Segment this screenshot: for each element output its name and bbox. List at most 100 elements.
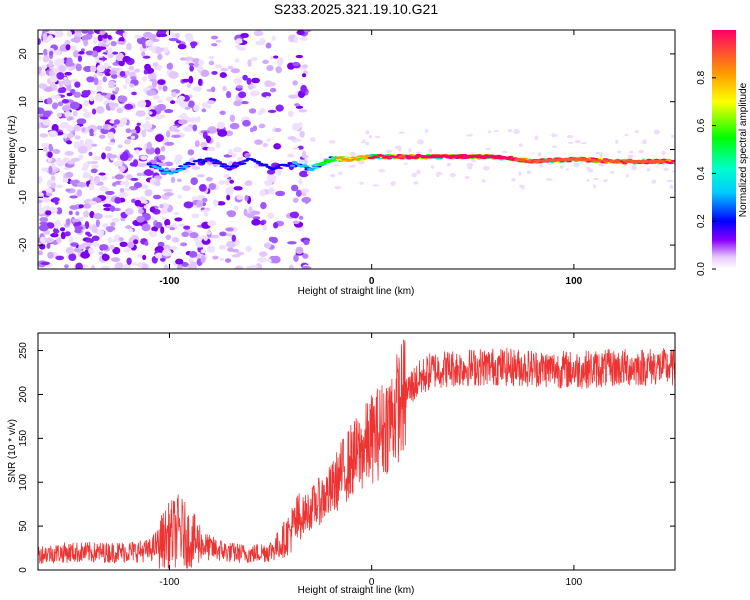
spectrogram-speckle-cell	[587, 168, 594, 173]
spectrogram-ridge-core	[602, 159, 609, 163]
spectrogram-speckle-cell	[231, 234, 237, 242]
snr-x-tick-label: -100	[159, 577, 179, 588]
spectrogram-ridge-cell	[190, 163, 196, 166]
spectrogram-speckle-cell	[89, 96, 95, 102]
spectrogram-speckle-cell	[119, 153, 129, 161]
spectrogram-speckle-cell	[48, 69, 55, 77]
spectrogram-x-tick-label: 100	[566, 276, 583, 287]
spectrogram-speckle-cell	[68, 253, 77, 261]
spectrogram-speckle-cell	[411, 172, 417, 178]
spectrogram-ridge-cell	[284, 164, 291, 167]
spectrogram-speckle-cell	[107, 131, 115, 140]
spectrogram-speckle-cell	[174, 154, 184, 161]
spectrogram-speckle-cell	[83, 210, 90, 218]
spectrogram-speckle-cell	[250, 57, 258, 62]
spectrogram-speckle-cell	[38, 207, 45, 215]
spectrogram-ridge-core	[584, 158, 591, 162]
spectrogram-speckle-cell	[148, 230, 157, 235]
spectrogram-speckle-cell	[276, 167, 282, 176]
spectrogram-ridge-cell	[158, 167, 164, 170]
spectrogram-y-tick-label: 20	[18, 48, 29, 60]
spectrogram-speckle-cell	[215, 141, 221, 149]
spectrogram-speckle-cell	[141, 129, 147, 138]
spectrogram-speckle-cell	[152, 194, 162, 200]
spectrogram-speckle-cell	[397, 147, 402, 152]
spectrogram-speckle-cell	[164, 161, 174, 167]
spectrogram-speckle-cell	[229, 179, 234, 184]
spectrogram-speckle-cell	[38, 107, 45, 115]
spectrogram-speckle-cell	[174, 217, 183, 222]
spectrogram-speckle-cell	[160, 208, 168, 215]
spectrogram-speckle-cell	[73, 141, 81, 149]
spectrogram-speckle-cell	[634, 130, 639, 134]
spectrogram-speckle-cell	[270, 174, 277, 183]
spectrogram-speckle-cell	[669, 184, 674, 189]
spectrogram-speckle-cell	[246, 265, 256, 269]
spectrogram-speckle-cell	[235, 44, 242, 49]
spectrogram-ridge-cell	[323, 159, 329, 162]
spectrogram-speckle-cell	[145, 116, 151, 121]
spectrogram-speckle-cell	[62, 178, 69, 183]
colorbar-gradient	[712, 30, 736, 269]
spectrogram-speckle-cell	[112, 51, 119, 55]
spectrogram-speckle-cell	[39, 236, 46, 244]
spectrogram-speckle-cell	[302, 253, 309, 259]
spectrogram-speckle-cell	[141, 263, 149, 269]
spectrogram-speckle-cell	[58, 80, 64, 88]
spectrogram-speckle-cell	[74, 225, 84, 231]
spectrogram-speckle-cell	[65, 44, 71, 51]
spectrogram-speckle-cell	[45, 187, 53, 195]
spectrogram-speckle-cell	[101, 253, 110, 261]
spectrogram-speckle-cell	[47, 151, 53, 158]
spectrogram-ridge-cell	[670, 159, 675, 162]
spectrogram-speckle-cell	[220, 67, 229, 72]
spectrogram-ridge-cell	[212, 162, 218, 165]
spectrogram-speckle-cell	[42, 110, 51, 118]
spectrogram-speckle-cell	[215, 39, 222, 43]
spectrogram-speckle-cell	[107, 237, 113, 243]
spectrogram-ridge-cell	[216, 162, 223, 165]
spectrogram-speckle-cell	[134, 199, 142, 207]
spectrogram-speckle-cell	[225, 240, 236, 249]
spectrogram-ridge-core	[614, 159, 621, 164]
spectrogram-speckle-cell	[123, 139, 132, 145]
spectrogram-speckle-cell	[266, 169, 276, 175]
spectrogram-speckle-cell	[265, 96, 270, 100]
spectrogram-speckle-cell	[211, 70, 218, 75]
spectrogram-speckle-cell	[177, 194, 182, 199]
spectrogram-speckle-cell	[666, 179, 674, 183]
spectrogram-speckle-cell	[228, 210, 234, 214]
spectrogram-speckle-cell	[277, 57, 284, 66]
spectrogram-speckle-cell	[210, 35, 219, 40]
spectrogram-speckle-cell	[464, 175, 470, 180]
spectrogram-ridge-cell	[289, 164, 295, 167]
spectrogram-speckle-cell	[141, 223, 151, 232]
spectrogram-speckle-cell	[142, 122, 153, 130]
spectrogram-speckle-cell	[130, 135, 136, 140]
spectrogram-speckle-cell	[415, 151, 422, 155]
spectrogram-ridge-cell	[365, 155, 371, 158]
spectrogram-speckle-cell	[136, 215, 145, 223]
spectrogram-speckle-cell	[199, 183, 207, 192]
spectrogram-speckle-cell	[218, 180, 226, 185]
spectrogram-speckle-cell	[145, 39, 154, 47]
spectrogram-speckle-cell	[75, 63, 82, 72]
spectrogram-speckle-cell	[126, 174, 133, 181]
spectrogram-speckle-cell	[301, 150, 307, 158]
spectrogram-plot-area	[38, 30, 675, 269]
spectrogram-speckle-cell	[154, 46, 162, 54]
spectrogram-speckle-cell	[275, 190, 286, 197]
spectrogram-speckle-cell	[82, 172, 91, 179]
spectrogram-speckle-cell	[91, 143, 98, 147]
spectrogram-speckle-cell	[214, 64, 223, 69]
spectrogram-speckle-cell	[180, 242, 188, 247]
spectrogram-speckle-cell	[212, 255, 219, 260]
spectrogram-speckle-cell	[171, 134, 181, 138]
spectrogram-ridge-cell	[146, 163, 152, 166]
spectrogram-speckle-cell	[271, 255, 281, 264]
spectrogram-speckle-cell	[97, 79, 103, 86]
spectrogram-speckle-cell	[170, 100, 176, 104]
spectrogram-speckle-cell	[294, 139, 302, 142]
spectrogram-speckle-cell	[186, 83, 192, 89]
